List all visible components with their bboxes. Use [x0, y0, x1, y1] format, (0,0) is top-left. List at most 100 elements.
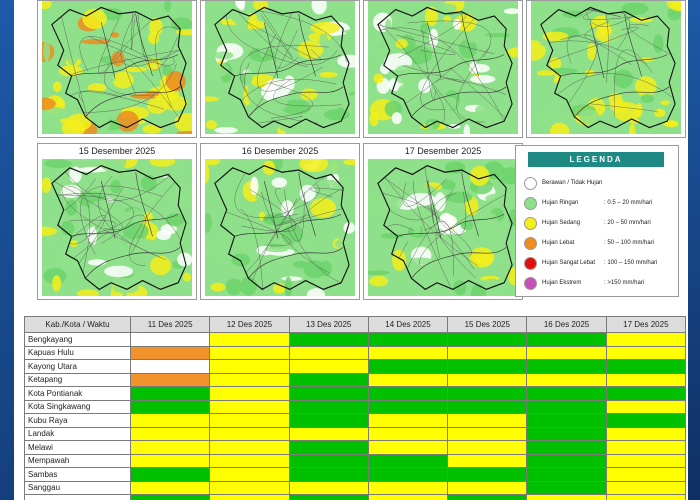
forecast-cell-yellow	[605, 399, 687, 414]
column-header-date: 11 Des 2025	[129, 316, 211, 333]
table-row: Mempawah	[24, 453, 687, 468]
forecast-cell-white	[129, 332, 211, 347]
rainfall-map-day-1	[37, 0, 197, 138]
right-decorative-band	[688, 0, 700, 500]
forecast-cell-yellow	[288, 345, 369, 360]
forecast-cell-yellow	[209, 494, 290, 500]
forecast-cell-yellow	[526, 345, 607, 360]
legend-color-swatch	[524, 257, 537, 270]
table-header-row: Kab./Kota / Waktu 11 Des 2025 12 Des 2025 1…	[24, 316, 687, 333]
forecast-cell-green	[526, 453, 607, 468]
forecast-cell-green	[129, 494, 211, 500]
forecast-cell-green	[526, 467, 607, 482]
forecast-cell-green	[526, 426, 607, 441]
forecast-cell-green	[367, 359, 449, 374]
column-header-date: 15 Des 2025	[447, 316, 528, 333]
legend-item: Hujan Ekstrem : >150 mm/hari	[524, 277, 678, 291]
rainfall-map-image	[368, 1, 518, 134]
forecast-cell-yellow	[209, 345, 290, 360]
forecast-cell-green	[447, 332, 528, 347]
forecast-cell-yellow	[129, 413, 211, 428]
forecast-cell-yellow	[605, 453, 687, 468]
forecast-cell-green	[367, 332, 449, 347]
legend-label: Hujan Ekstrem	[542, 280, 582, 286]
forecast-cell-green	[288, 453, 369, 468]
forecast-panel: 15 Desember 2025 16 Desember 2025 17 Des…	[14, 0, 688, 500]
forecast-cell-green	[526, 440, 607, 455]
legend-title: LEGENDA	[528, 152, 664, 167]
left-decorative-band	[0, 0, 14, 500]
rainfall-map-image	[205, 159, 355, 296]
forecast-cell-yellow	[288, 426, 369, 441]
forecast-cell-yellow	[209, 332, 290, 347]
rainfall-map-day-7: 17 Desember 2025	[363, 143, 523, 300]
legend-label: Hujan Sangat Lebat	[542, 260, 596, 266]
forecast-cell-green	[367, 399, 449, 414]
forecast-cell-orange	[129, 345, 211, 360]
legend-label: Hujan Lebat	[542, 240, 575, 246]
region-name: Kapuas Hulu	[24, 345, 131, 360]
region-name: Sambas	[24, 467, 131, 482]
forecast-cell-yellow	[288, 359, 369, 374]
region-name: Mempawah	[24, 453, 131, 468]
forecast-cell-yellow	[209, 480, 290, 495]
forecast-cell-green	[447, 467, 528, 482]
forecast-cell-green	[605, 413, 687, 428]
table-row: Kayong Utara	[24, 359, 687, 374]
table-row	[24, 494, 687, 500]
forecast-cell-green	[605, 386, 687, 401]
legend-label: Berawan / Tidak Hujan	[542, 180, 603, 186]
rainfall-map-image	[368, 159, 518, 296]
forecast-cell-yellow	[605, 480, 687, 495]
forecast-cell-yellow	[209, 372, 290, 387]
forecast-cell-green	[288, 440, 369, 455]
forecast-cell-yellow	[447, 345, 528, 360]
legend-label: Hujan Ringan	[542, 200, 579, 206]
rainfall-map-day-3	[363, 0, 523, 138]
forecast-cell-yellow	[367, 372, 449, 387]
forecast-cell-yellow	[605, 494, 687, 500]
column-header-date: 14 Des 2025	[367, 316, 449, 333]
column-header-date: 16 Des 2025	[526, 316, 607, 333]
forecast-cell-yellow	[447, 426, 528, 441]
legend-range: : 0.5 – 20 mm/hari	[604, 200, 653, 206]
forecast-cell-yellow	[367, 413, 449, 428]
table-row: Kapuas Hulu	[24, 345, 687, 360]
forecast-cell-green	[288, 467, 369, 482]
legend-range: : >150 mm/hari	[604, 280, 645, 286]
map-date-label: 15 Desember 2025	[78, 146, 156, 156]
legend-item: Hujan Sangat Lebat: 100 – 150 mm/hari	[524, 257, 678, 271]
table-row: Sanggau	[24, 480, 687, 495]
forecast-cell-green	[526, 332, 607, 347]
forecast-cell-green	[288, 372, 369, 387]
forecast-cell-yellow	[129, 426, 211, 441]
forecast-cell-yellow	[288, 480, 369, 495]
forecast-cell-yellow	[447, 413, 528, 428]
rainfall-map-image	[531, 1, 681, 134]
table-row: Bengkayang	[24, 332, 687, 347]
rainfall-map-image	[205, 1, 355, 134]
forecast-cell-green	[288, 399, 369, 414]
column-header-date: 12 Des 2025	[209, 316, 290, 333]
legend-color-swatch	[524, 217, 537, 230]
rainfall-map-day-5: 15 Desember 2025	[37, 143, 197, 300]
forecast-cell-orange	[129, 372, 211, 387]
rainfall-map-image	[42, 1, 192, 134]
forecast-cell-white	[129, 359, 211, 374]
forecast-cell-yellow	[605, 332, 687, 347]
legend-range: : 50 – 100 mm/hari	[604, 240, 655, 246]
forecast-cell-yellow	[209, 426, 290, 441]
forecast-cell-yellow	[605, 372, 687, 387]
forecast-cell-green	[447, 386, 528, 401]
forecast-cell-green	[367, 453, 449, 468]
forecast-cell-yellow	[209, 359, 290, 374]
rainfall-map-day-6: 16 Desember 2025	[200, 143, 360, 300]
region-name: Melawi	[24, 440, 131, 455]
forecast-cell-green	[526, 359, 607, 374]
region-name: Sanggau	[24, 480, 131, 495]
region-name: Ketapang	[24, 372, 131, 387]
forecast-cell-yellow	[129, 453, 211, 468]
region-name: Landak	[24, 426, 131, 441]
region-name	[24, 494, 131, 500]
forecast-cell-yellow	[209, 440, 290, 455]
